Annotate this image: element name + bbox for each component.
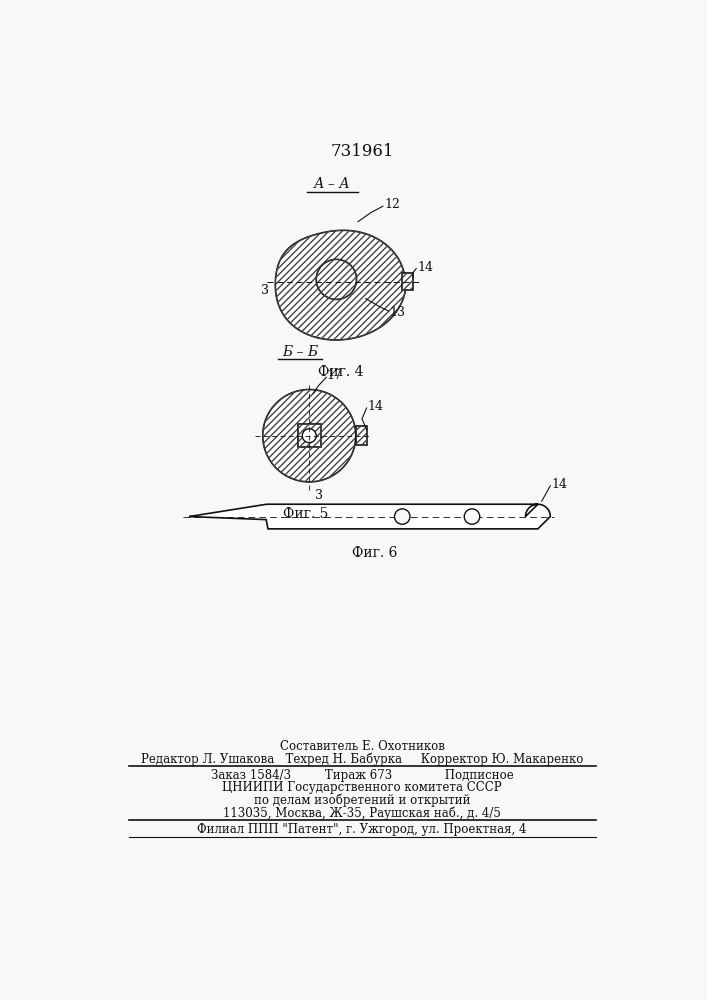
- Circle shape: [316, 259, 356, 299]
- Text: по делам изобретений и открытий: по делам изобретений и открытий: [254, 794, 470, 807]
- Text: 3: 3: [315, 489, 323, 502]
- Bar: [298, 424, 321, 447]
- Text: 731961: 731961: [330, 143, 394, 160]
- Text: Заказ 1584/3         Тираж 673              Подписное: Заказ 1584/3 Тираж 673 Подписное: [211, 769, 513, 782]
- Text: 14: 14: [552, 478, 568, 491]
- Circle shape: [395, 509, 410, 524]
- Text: ЦНИИПИ Государственного комитета СССР: ЦНИИПИ Государственного комитета СССР: [222, 781, 502, 794]
- Bar: [298, 424, 321, 447]
- Text: 13: 13: [389, 306, 405, 319]
- Text: А – А: А – А: [314, 177, 351, 191]
- Polygon shape: [275, 230, 406, 340]
- Circle shape: [303, 429, 316, 443]
- Text: Филиал ППП "Патент", г. Ужгород, ул. Проектная, 4: Филиал ППП "Патент", г. Ужгород, ул. Про…: [197, 823, 527, 836]
- Text: 113035, Москва, Ж-35, Раушская наб., д. 4/5: 113035, Москва, Ж-35, Раушская наб., д. …: [223, 806, 501, 820]
- Text: 17: 17: [327, 369, 342, 382]
- Bar: [402, 273, 413, 290]
- Bar: [402, 273, 413, 290]
- Circle shape: [263, 389, 356, 482]
- Text: Составитель Е. Охотников: Составитель Е. Охотников: [279, 740, 445, 753]
- Text: 14: 14: [368, 400, 383, 413]
- Text: Фиг. 5: Фиг. 5: [283, 507, 328, 521]
- Text: Редактор Л. Ушакова   Техред Н. Бабурка     Корректор Ю. Макаренко: Редактор Л. Ушакова Техред Н. Бабурка Ко…: [141, 752, 583, 766]
- Circle shape: [464, 509, 480, 524]
- Text: 12: 12: [385, 198, 400, 211]
- Polygon shape: [189, 504, 550, 529]
- Bar: [356, 426, 367, 445]
- Bar: [356, 426, 367, 445]
- Text: 3: 3: [261, 284, 269, 297]
- Text: 14: 14: [418, 261, 434, 274]
- Text: Б – Б: Б – Б: [282, 345, 318, 359]
- Text: Фиг. 6: Фиг. 6: [352, 546, 398, 560]
- Text: Фиг. 4: Фиг. 4: [317, 365, 363, 379]
